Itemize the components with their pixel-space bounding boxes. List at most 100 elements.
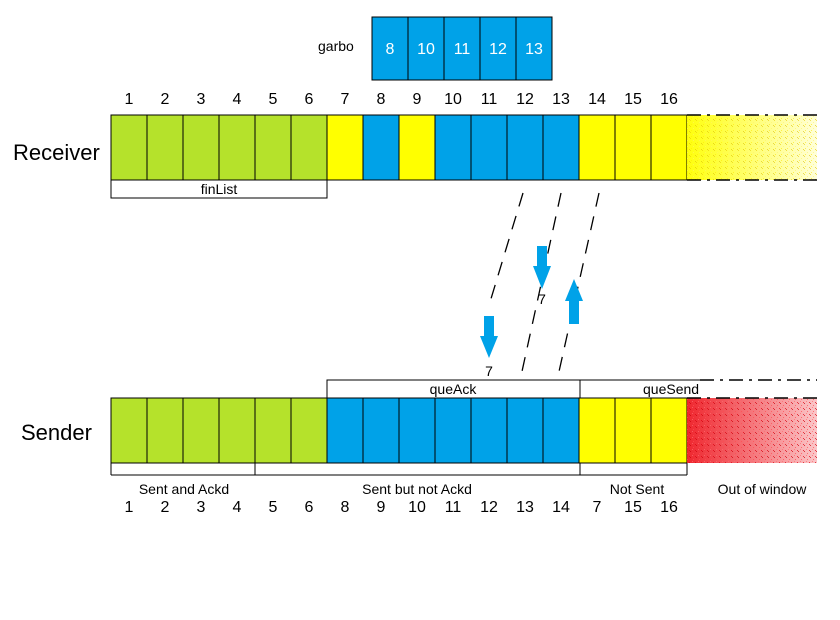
- garbo-label: garbo: [318, 38, 354, 54]
- garbo-cell-label: 8: [386, 41, 395, 58]
- receiver-buffer: [110, 114, 688, 181]
- receiver-cell-received: [434, 114, 472, 181]
- receiver-cell-fin: [218, 114, 256, 181]
- queack-label: queAck: [430, 381, 478, 397]
- receiver-cell-received: [362, 114, 400, 181]
- receiver-seq-number: 3: [197, 91, 206, 108]
- receiver-label: Receiver: [13, 140, 100, 165]
- receiver-seq-number: 15: [624, 91, 642, 108]
- queack-bracket: queAck: [326, 379, 581, 399]
- receiver-cell-fin: [110, 114, 148, 181]
- sender-cell-sent: [398, 397, 436, 464]
- sender-seq-number: 2: [161, 499, 170, 516]
- receiver-cell-received: [542, 114, 580, 181]
- garbo-cell-label: 11: [454, 41, 471, 58]
- sender-seq-number: 6: [305, 499, 314, 516]
- ack-arrow-down-2: 7: [533, 246, 551, 307]
- sender-seq-number: 3: [197, 499, 206, 516]
- receiver-cell-fin: [182, 114, 220, 181]
- sender-seq-number: 16: [660, 499, 678, 516]
- receiver-seq-number: 11: [481, 91, 498, 108]
- sender-seq-number: 9: [377, 499, 386, 516]
- receiver-cell-pending: [578, 114, 616, 181]
- sender-cell-acked: [254, 397, 292, 464]
- receiver-cell-fin: [254, 114, 292, 181]
- sender-seq-number: 1: [125, 499, 134, 516]
- sender-seq-number: 11: [445, 499, 462, 516]
- sender-cell-notsent: [650, 397, 688, 464]
- data-arrow-up: [565, 279, 583, 324]
- group-sent-not-acked: Sent but not Ackd: [362, 481, 472, 497]
- receiver-cell-pending: [326, 114, 364, 181]
- receiver-seq-number: 2: [161, 91, 170, 108]
- sender-seq-number: 13: [516, 499, 534, 516]
- receiver-seq-number: 5: [269, 91, 278, 108]
- garbo-cell-label: 13: [525, 41, 543, 58]
- receiver-seq-number: 13: [552, 91, 570, 108]
- sender-cell-sent: [470, 397, 508, 464]
- sender-cell-sent: [506, 397, 544, 464]
- sender-seq-number: 14: [552, 499, 570, 516]
- sender-cell-sent: [362, 397, 400, 464]
- sender-seq-number: 4: [233, 499, 242, 516]
- garbo-cell-label: 12: [489, 41, 507, 58]
- sender-cell-acked: [182, 397, 220, 464]
- sender-cell-notsent: [614, 397, 652, 464]
- receiver-seq-number: 1: [125, 91, 134, 108]
- ack-arrow-1-label: 7: [485, 363, 493, 379]
- garbo-cell: [443, 16, 481, 81]
- receiver-seq-number: 12: [516, 91, 534, 108]
- ack-arrow-down-1: 7: [480, 316, 498, 379]
- sender-label: Sender: [21, 420, 92, 445]
- sender-cell-sent: [542, 397, 580, 464]
- sender-buffer: [110, 397, 688, 464]
- garbo-cell-label: 10: [417, 41, 435, 58]
- finlist-label: finList: [201, 181, 238, 197]
- finlist-bracket: finList: [110, 179, 328, 199]
- sender-sequence-numbers: 1 2 3 4 5 6 8 9 10 11 12 13 14 7 15 16: [125, 499, 678, 516]
- receiver-cell-received: [470, 114, 508, 181]
- receiver-seq-number: 4: [233, 91, 242, 108]
- sender-seq-number: 12: [480, 499, 498, 516]
- receiver-seq-number: 7: [341, 91, 350, 108]
- receiver-sequence-numbers: 1 2 3 4 5 6 7 8 9 10 11 12 13 14 15 16: [125, 91, 678, 108]
- receiver-seq-number: 10: [444, 91, 462, 108]
- sender-cell-sent: [434, 397, 472, 464]
- sender-cell-acked: [218, 397, 256, 464]
- sender-seq-number: 10: [408, 499, 426, 516]
- garbo-cell: [515, 16, 553, 81]
- garbo-cell: [407, 16, 445, 81]
- receiver-cell-pending: [614, 114, 652, 181]
- receiver-seq-number: 8: [377, 91, 386, 108]
- receiver-seq-number: 9: [413, 91, 422, 108]
- transmission-lines: [489, 192, 600, 377]
- receiver-cell-pending: [650, 114, 688, 181]
- sender-cell-acked: [110, 397, 148, 464]
- group-sent-acked: Sent and Ackd: [139, 481, 229, 497]
- group-not-sent: Not Sent: [610, 481, 665, 497]
- sender-seq-number: 5: [269, 499, 278, 516]
- sender-seq-number: 7: [593, 499, 602, 516]
- receiver-seq-number: 16: [660, 91, 678, 108]
- sender-seq-number: 8: [341, 499, 350, 516]
- receiver-seq-number: 6: [305, 91, 314, 108]
- receiver-cell-received: [506, 114, 544, 181]
- quesend-label: queSend: [643, 381, 699, 397]
- receiver-cell-fin: [290, 114, 328, 181]
- sender-cell-acked: [146, 397, 184, 464]
- garbo-buffer: 8 10 11 12 13: [371, 16, 553, 81]
- receiver-seq-number: 14: [588, 91, 606, 108]
- sender-cell-sent: [326, 397, 364, 464]
- sender-group-brackets: [110, 463, 688, 476]
- sender-seq-number: 15: [624, 499, 642, 516]
- ack-arrow-2-label: 7: [538, 291, 546, 307]
- quesend-bracket: queSend: [579, 379, 817, 398]
- sender-out-of-window: [687, 397, 817, 463]
- garbo-cell: [371, 16, 409, 81]
- receiver-out-of-window: [687, 114, 817, 181]
- sender-cell-acked: [290, 397, 328, 464]
- sender-cell-notsent: [578, 397, 616, 464]
- receiver-cell-pending: [398, 114, 436, 181]
- receiver-cell-fin: [146, 114, 184, 181]
